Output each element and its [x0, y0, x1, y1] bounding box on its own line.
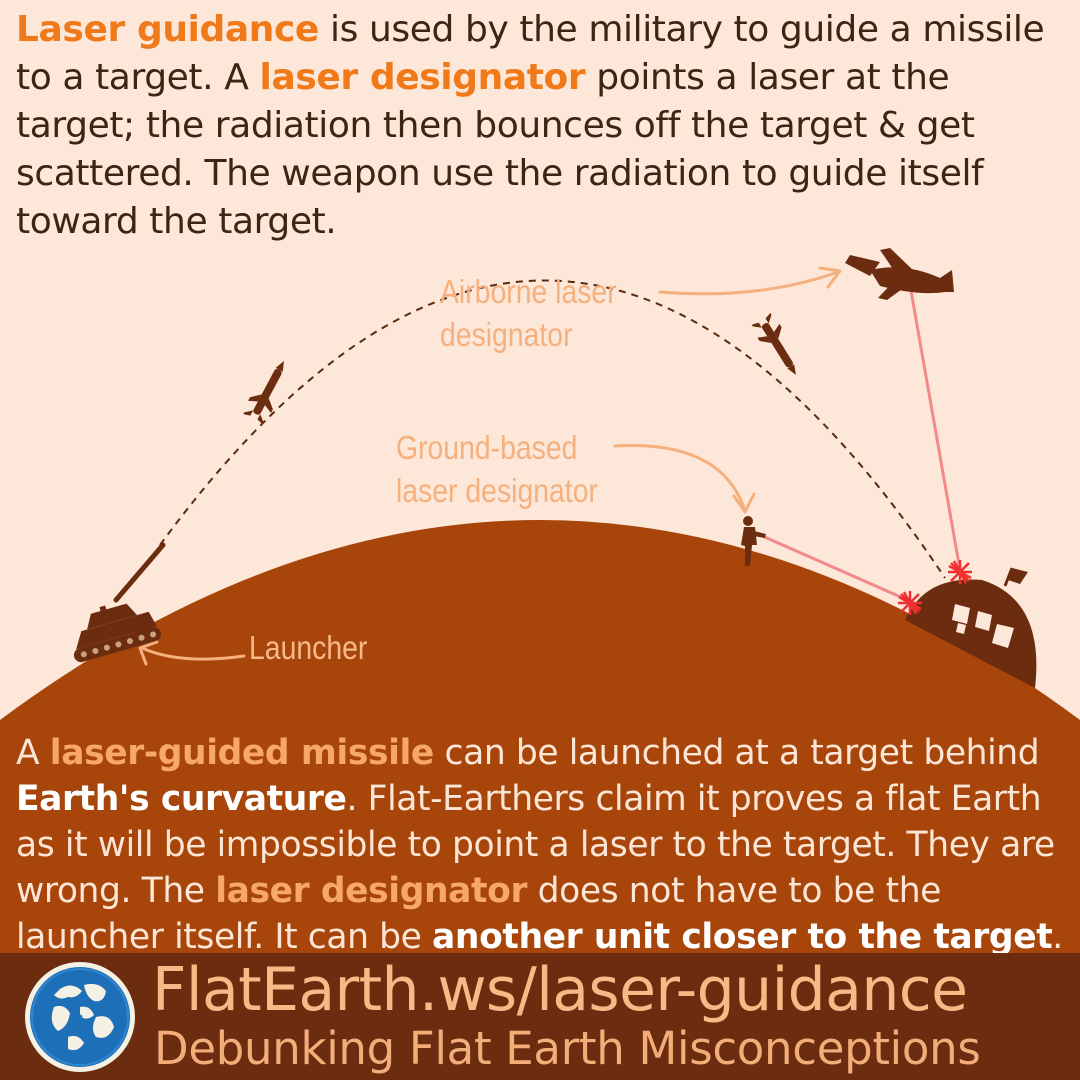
footer-bar: [0, 953, 1080, 1080]
airborne-label-line-1: Airborne laser: [440, 273, 617, 310]
body-text: can be launched at a target behind: [433, 733, 1040, 773]
intro-text: is used by the military to guide a missi…: [16, 9, 1045, 98]
missile-trajectory: [159, 279, 946, 579]
launcher-barrel: [113, 542, 166, 603]
missile-descending-icon: [751, 313, 797, 375]
airborne-laser-beam: [908, 284, 962, 571]
body-paragraph: A laser-guided missile can be launched a…: [16, 730, 1076, 960]
ground-laser-beam: [759, 533, 913, 604]
drone-icon: [845, 248, 954, 300]
launcher-label: Launcher: [249, 629, 368, 666]
ground-label-line-1: Ground-based: [396, 429, 578, 466]
intro-paragraph: Laser guidance is used by the military t…: [16, 6, 1076, 246]
missile-ascending-icon: [243, 360, 284, 425]
airborne-designator-label: Airborne laser designator: [440, 270, 617, 356]
launcher-tank-icon: [73, 603, 162, 663]
earth-curvature: [0, 520, 1080, 953]
ground-designator-label: Ground-based laser designator: [396, 426, 598, 512]
body-text: . Flat-Earthers claim it proves a flat E…: [16, 779, 1055, 911]
soldier-icon: [741, 516, 766, 566]
ground-label-line-2: laser designator: [396, 472, 598, 509]
laser-hit-bursts: [898, 560, 972, 615]
body-highlight-another-unit: another unit closer to the target: [432, 917, 1053, 957]
site-url: FlatEarth.ws/laser-guidance: [152, 955, 968, 1025]
target-bunker-icon: [905, 567, 1037, 688]
intro-highlight-laser-guidance: Laser guidance: [16, 9, 319, 50]
flat-earth-globe-logo: [25, 962, 135, 1072]
body-highlight-designator: laser designator: [215, 871, 528, 911]
intro-highlight-laser-designator: laser designator: [259, 57, 586, 98]
annotation-arrows: [138, 266, 842, 666]
airborne-label-line-2: designator: [440, 316, 573, 353]
body-text: does not have to be the launcher itself.…: [16, 871, 941, 957]
intro-text: points a laser at the target; the radiat…: [16, 57, 984, 242]
body-highlight-curvature: Earth's curvature: [16, 779, 347, 819]
body-highlight-missile: laser-guided missile: [49, 733, 435, 773]
body-text: .: [1052, 917, 1063, 957]
site-tagline: Debunking Flat Earth Misconceptions: [154, 1022, 981, 1075]
body-text: A: [16, 733, 50, 773]
